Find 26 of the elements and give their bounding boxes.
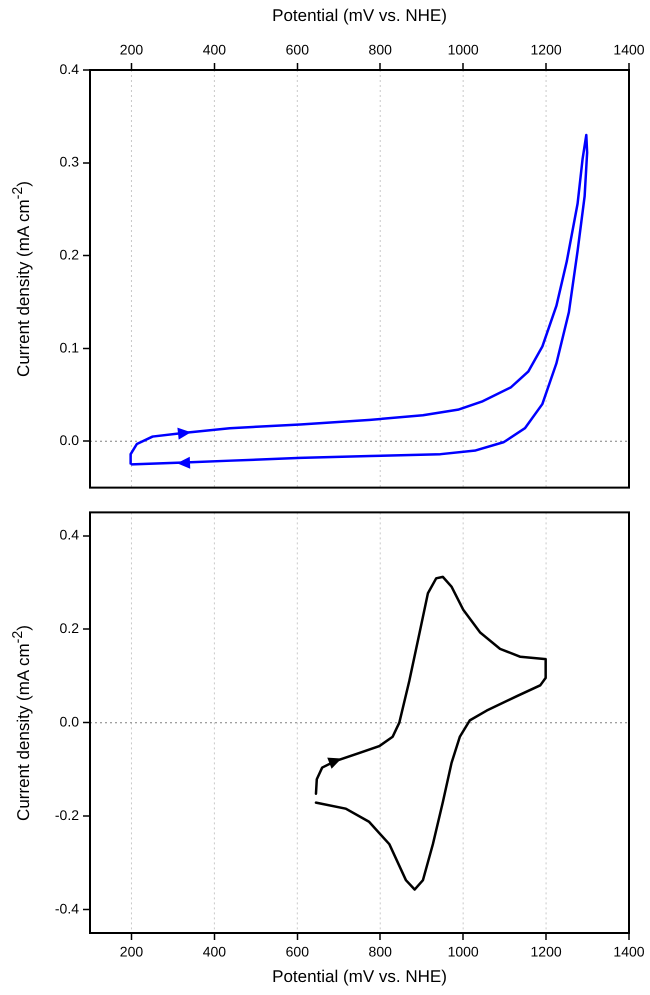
- x-tick-label: 1200: [530, 41, 562, 58]
- y-tick-label: 0.4: [60, 526, 80, 543]
- y-tick-label: 0.0: [60, 714, 80, 730]
- x-tick-label: 1400: [613, 41, 645, 58]
- x-tick-label: 800: [368, 943, 392, 960]
- x-tick-label: 200: [120, 41, 144, 58]
- x-tick-label: 600: [286, 943, 310, 960]
- x-tick-label: 1000: [448, 943, 479, 960]
- x-tick-label: 800: [368, 41, 392, 58]
- y-tick-label: 0.4: [60, 60, 80, 77]
- x-tick-label: 1400: [613, 943, 645, 960]
- x-axis-title: Potential (mV vs. NHE): [272, 967, 447, 987]
- y-tick-label: -0.2: [54, 807, 80, 824]
- y-tick-label: 0.2: [60, 246, 80, 262]
- x-tick-label: 1200: [530, 943, 562, 960]
- y-tick-label: 0.1: [60, 339, 80, 356]
- y-tick-label: -0.4: [54, 900, 80, 916]
- x-tick-label: 400: [202, 41, 226, 58]
- x-tick-label: 1000: [448, 41, 479, 58]
- x-tick-label: 600: [286, 41, 310, 58]
- x-tick-label: 200: [120, 943, 144, 960]
- y-tick-label: 0.2: [60, 620, 80, 636]
- x-axis-title: Potential (mV vs. NHE): [272, 6, 447, 26]
- y-tick-label: 0.3: [60, 154, 80, 170]
- y-tick-label: 0.0: [60, 432, 80, 448]
- x-tick-label: 400: [202, 943, 226, 960]
